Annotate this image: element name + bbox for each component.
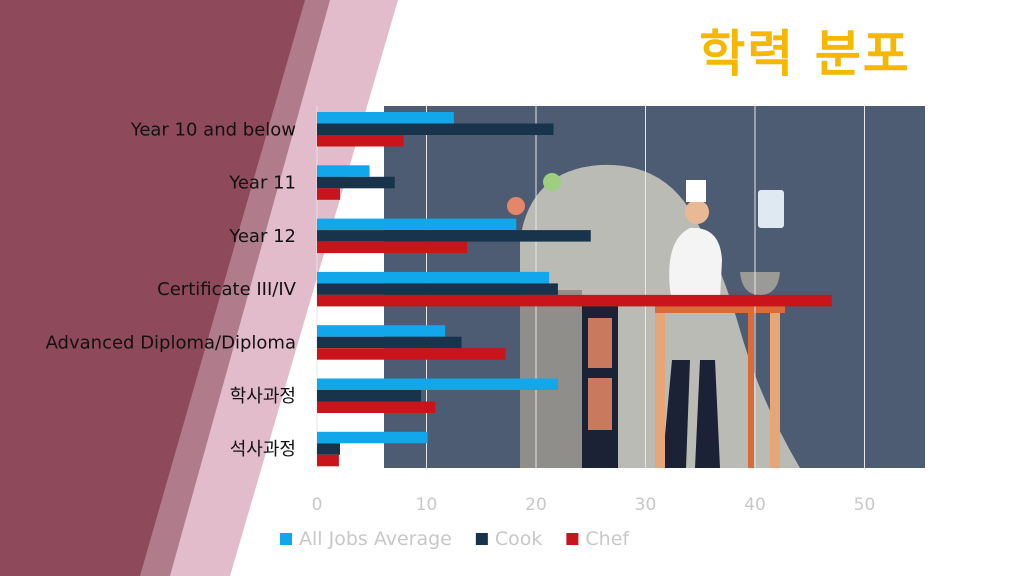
bar-cook-4 [317,336,462,349]
category-label: Advanced Diploma/Diploma [46,332,296,353]
x-tick-label: 40 [744,495,766,515]
legend-swatch-all-jobs-average [280,533,292,545]
bar-cook-2 [317,230,591,242]
bar-cook-6 [317,443,340,455]
category-label: 석사과정 [230,439,296,460]
legend: All Jobs Average Cook Chef [280,528,630,550]
bar-chef-1 [317,188,340,200]
bar-chef-5 [317,401,436,413]
category-label: Certificate III/IV [157,279,297,300]
category-label: 학사과정 [230,386,296,407]
chef-illustration [507,173,785,468]
bar-chef-0 [317,135,404,147]
bar-chef-4 [317,348,506,360]
bar-all-jobs-average-4 [317,325,446,337]
x-tick-label: 10 [416,495,438,515]
x-tick-label: 0 [312,495,323,515]
category-labels: Year 10 and below Year 11 Year 12 Certifica… [46,119,297,460]
bar-all-jobs-average-5 [317,378,558,390]
x-tick-label: 20 [525,495,547,515]
category-label: Year 11 [228,173,296,194]
legend-label-chef: Chef [585,528,630,550]
bar-all-jobs-average-2 [317,218,517,231]
bar-chef-6 [317,454,339,467]
bar-cook-3 [317,283,558,295]
bar-cook-0 [317,123,554,135]
slide-title: 학력 분포 [699,25,911,83]
x-tick-label: 50 [854,495,876,515]
category-label: Year 10 and below [130,119,296,140]
bar-all-jobs-average-6 [317,431,428,444]
legend-swatch-chef [566,533,579,545]
bar-all-jobs-average-1 [317,165,370,177]
x-axis-ticks: 0 10 20 30 40 50 [312,495,876,515]
bars [317,112,832,467]
bar-cook-1 [317,176,395,189]
bar-cook-5 [317,390,422,402]
legend-label-all-jobs-average: All Jobs Average [299,528,452,550]
bar-chef-3 [317,294,832,307]
maroon-diagonal-band [0,0,305,576]
legend-swatch-cook [475,533,488,545]
x-tick-label: 30 [635,495,657,515]
bar-all-jobs-average-0 [317,112,454,124]
bar-all-jobs-average-3 [317,271,550,284]
category-label: Year 12 [228,226,296,247]
bar-chef-2 [317,241,468,254]
legend-label-cook: Cook [495,528,543,550]
